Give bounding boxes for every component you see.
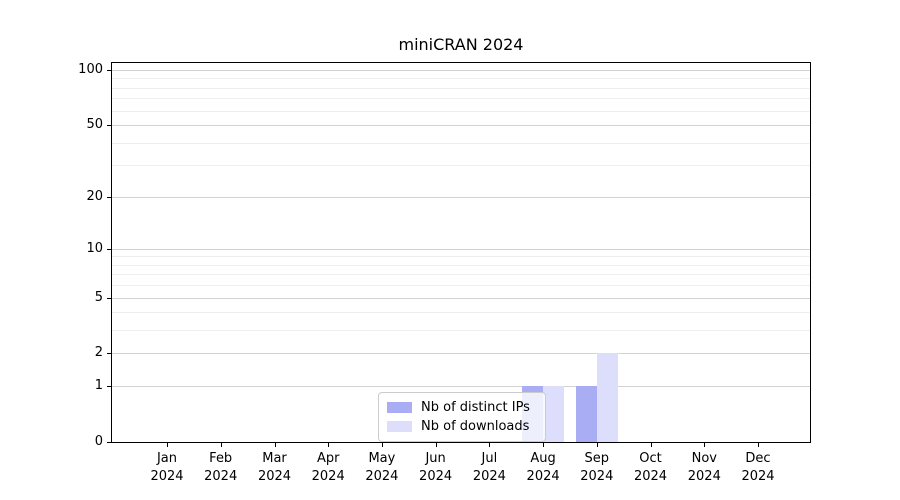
x-tick-label-oct: Oct 2024: [633, 451, 668, 484]
minor-gridline: [112, 256, 810, 258]
x-tick-mark: [758, 443, 759, 447]
y-tick-mark: [107, 353, 111, 355]
legend-label-downloads: Nb of downloads: [421, 419, 530, 434]
minor-gridline: [112, 285, 810, 287]
legend: Nb of distinct IPs Nb of downloads: [378, 392, 546, 442]
minor-gridline: [112, 110, 810, 112]
x-tick-mark: [274, 443, 276, 447]
y-tick-label: 0: [94, 434, 103, 449]
legend-label-distinct-ips: Nb of distinct IPs: [421, 400, 530, 415]
y-tick-label: 2: [94, 345, 103, 361]
x-tick-label-jul: Jul 2024: [472, 451, 506, 484]
minor-gridline: [112, 78, 810, 80]
bar-downloads-aug: [543, 386, 565, 442]
minor-gridline: [112, 312, 810, 314]
x-tick-label-mar: Mar 2024: [257, 451, 292, 484]
y-tick-label: 100: [78, 62, 103, 77]
y-tick-label: 10: [86, 240, 103, 256]
y-tick-mark: [107, 125, 111, 127]
x-tick-mark: [220, 443, 222, 447]
major-gridline: [112, 297, 810, 299]
y-tick-mark: [107, 442, 111, 443]
legend-item-downloads: Nb of downloads: [387, 417, 537, 436]
legend-swatch-downloads: [387, 421, 412, 432]
y-tick-mark: [107, 70, 111, 71]
x-tick-label-jun: Jun 2024: [419, 451, 453, 484]
legend-item-distinct-ips: Nb of distinct IPs: [387, 398, 537, 417]
major-gridline: [112, 248, 810, 250]
y-tick-label: 5: [94, 289, 103, 305]
minor-gridline: [112, 165, 810, 167]
plot-area: Nb of distinct IPs Nb of downloads: [111, 62, 811, 443]
major-gridline: [112, 125, 810, 127]
x-tick-label-sep: Sep 2024: [580, 451, 614, 484]
x-tick-mark: [650, 443, 652, 447]
x-tick-mark: [328, 443, 330, 447]
bar-distinct-ips-sep: [575, 386, 597, 442]
major-gridline: [112, 353, 810, 355]
legend-swatch-distinct-ips: [387, 402, 412, 413]
x-tick-mark: [489, 443, 491, 447]
x-tick-mark: [596, 443, 598, 447]
x-tick-label-aug: Aug 2024: [526, 451, 560, 484]
x-tick-mark: [381, 443, 383, 447]
minor-gridline: [112, 274, 810, 276]
major-gridline: [112, 70, 810, 71]
x-tick-label-dec: Dec 2024: [741, 451, 775, 484]
x-tick-label-jan: Jan 2024: [150, 451, 184, 484]
y-tick-label: 20: [86, 188, 103, 204]
x-tick-label-apr: Apr 2024: [311, 451, 345, 484]
x-tick-mark: [704, 443, 706, 447]
chart-title: miniCRAN 2024: [398, 35, 524, 54]
y-axis-labels: 0 1 2 5 10 20 50 100: [0, 0, 103, 500]
major-gridline: [112, 196, 810, 198]
x-tick-mark: [543, 443, 545, 447]
minor-gridline: [112, 87, 810, 89]
gridlines-layer: [112, 63, 810, 442]
minor-gridline: [112, 330, 810, 332]
x-tick-mark: [167, 443, 168, 447]
minor-gridline: [112, 264, 810, 266]
y-tick-label: 50: [86, 117, 103, 133]
bar-downloads-sep: [596, 353, 618, 442]
x-tick-label-nov: Nov 2024: [687, 451, 721, 484]
minor-gridline: [112, 142, 810, 144]
x-tick-label-may: May 2024: [365, 451, 399, 484]
x-tick-mark: [435, 443, 437, 447]
y-tick-mark: [107, 386, 111, 388]
y-tick-mark: [107, 196, 111, 198]
x-tick-label-feb: Feb 2024: [204, 451, 238, 484]
major-gridline: [112, 386, 810, 388]
minor-gridline: [112, 98, 810, 100]
y-tick-label: 1: [94, 378, 103, 394]
y-tick-mark: [107, 248, 111, 250]
y-tick-mark: [107, 297, 111, 299]
